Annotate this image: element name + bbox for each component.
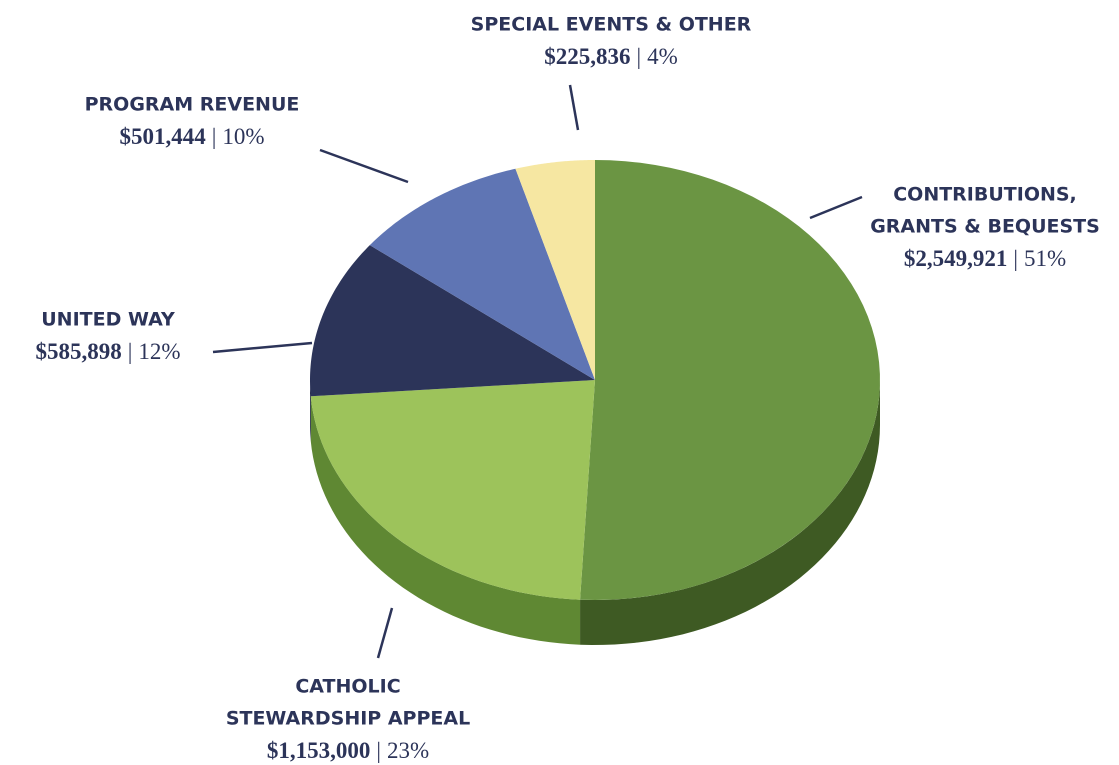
slice-value: $501,444 | 10% (119, 124, 264, 149)
slice-value: $2,549,921 | 51% (904, 246, 1066, 271)
amount-label: $1,153,000 (267, 738, 371, 763)
slice-value: $225,836 | 4% (544, 44, 678, 69)
amount-label: $585,898 (35, 339, 121, 364)
separator: | (1013, 246, 1018, 271)
separator: | (212, 124, 217, 149)
amount-label: $2,549,921 (904, 246, 1008, 271)
pie-slice (369, 168, 595, 380)
separator: | (376, 738, 381, 763)
percent-label: 10% (222, 124, 264, 149)
leader-line (319, 148, 409, 184)
leader-line (212, 341, 313, 354)
amount-label: $501,444 (119, 124, 206, 149)
percent-label: 51% (1024, 246, 1066, 271)
leader-line (376, 607, 394, 659)
percent-label: 23% (387, 738, 429, 763)
percent-label: 12% (138, 339, 180, 364)
pie-side (310, 380, 311, 442)
slice-label: UNITED WAY (41, 309, 175, 331)
pie-slice (580, 160, 880, 600)
leader-line (809, 195, 863, 220)
pie-slice (310, 380, 595, 600)
pie-slice (515, 160, 595, 380)
pie-side (310, 396, 581, 645)
slice-label: PROGRAM REVENUE (85, 94, 300, 116)
percent-label: 4% (647, 44, 678, 69)
slice-value: $1,153,000 | 23% (267, 738, 429, 763)
separator: | (128, 339, 133, 364)
separator: | (636, 44, 641, 69)
amount-label: $225,836 (544, 44, 630, 69)
pie-slice (310, 245, 595, 397)
slice-label: STEWARDSHIP APPEAL (226, 708, 470, 730)
pie-side (580, 380, 880, 645)
slice-label: CATHOLIC (295, 676, 400, 698)
slice-label: CONTRIBUTIONS, (893, 184, 1077, 206)
slice-label: GRANTS & BEQUESTS (870, 216, 1100, 238)
leader-line (568, 84, 580, 131)
slice-label: SPECIAL EVENTS & OTHER (471, 14, 752, 36)
slice-value: $585,898 | 12% (35, 339, 180, 364)
